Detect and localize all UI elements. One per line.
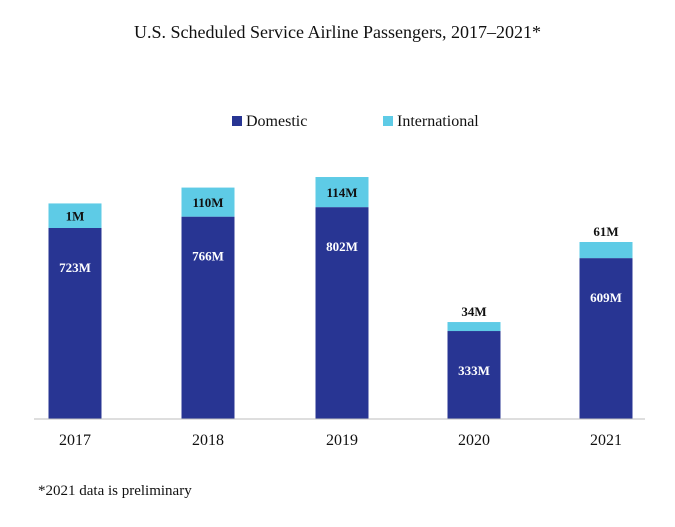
bar-domestic-2017 <box>48 228 102 419</box>
data-label-international-2020: 34M <box>461 304 486 319</box>
bar-international-2019 <box>315 177 369 208</box>
data-label-domestic-2019: 802M <box>326 239 358 254</box>
bar-international-2021 <box>579 242 633 259</box>
bar-domestic-2019 <box>315 207 369 419</box>
data-label-domestic-2017: 723M <box>59 260 91 275</box>
bar-international-2018 <box>181 187 235 217</box>
x-tick-label-2019: 2019 <box>326 432 358 449</box>
bar-international-2020 <box>447 322 501 332</box>
legend-label-international: International <box>397 113 479 130</box>
chart-title: U.S. Scheduled Service Airline Passenger… <box>134 22 541 42</box>
data-label-international-2018: 110M <box>192 195 223 210</box>
bar-domestic-2020 <box>447 331 501 419</box>
bars: 723M 1M 766M 110M 802M 114M 333M 34M 609M 61M <box>48 177 633 419</box>
data-label-domestic-2020: 333M <box>458 363 490 378</box>
legend-label-domestic: Domestic <box>246 113 307 130</box>
x-tick-label-2021: 2021 <box>590 432 622 449</box>
bar-domestic-2018 <box>181 216 235 419</box>
bar-international-2017 <box>48 203 102 228</box>
x-tick-label-2020: 2020 <box>458 432 490 449</box>
legend: Domestic International <box>232 113 479 130</box>
data-label-domestic-2021: 609M <box>590 290 622 305</box>
footnote: *2021 data is preliminary <box>38 483 192 499</box>
data-label-international-2021: 61M <box>593 224 618 239</box>
data-label-domestic-2018: 766M <box>192 249 224 264</box>
data-label-international-2017: 1M <box>66 209 85 224</box>
data-label-international-2019: 114M <box>326 185 357 200</box>
bar-domestic-2021 <box>579 258 633 419</box>
legend-swatch-international <box>383 116 393 126</box>
x-tick-label-2018: 2018 <box>192 432 224 449</box>
legend-swatch-domestic <box>232 116 242 126</box>
x-tick-label-2017: 2017 <box>59 432 91 449</box>
x-axis-ticks: 2017 2018 2019 2020 2021 <box>59 432 622 449</box>
